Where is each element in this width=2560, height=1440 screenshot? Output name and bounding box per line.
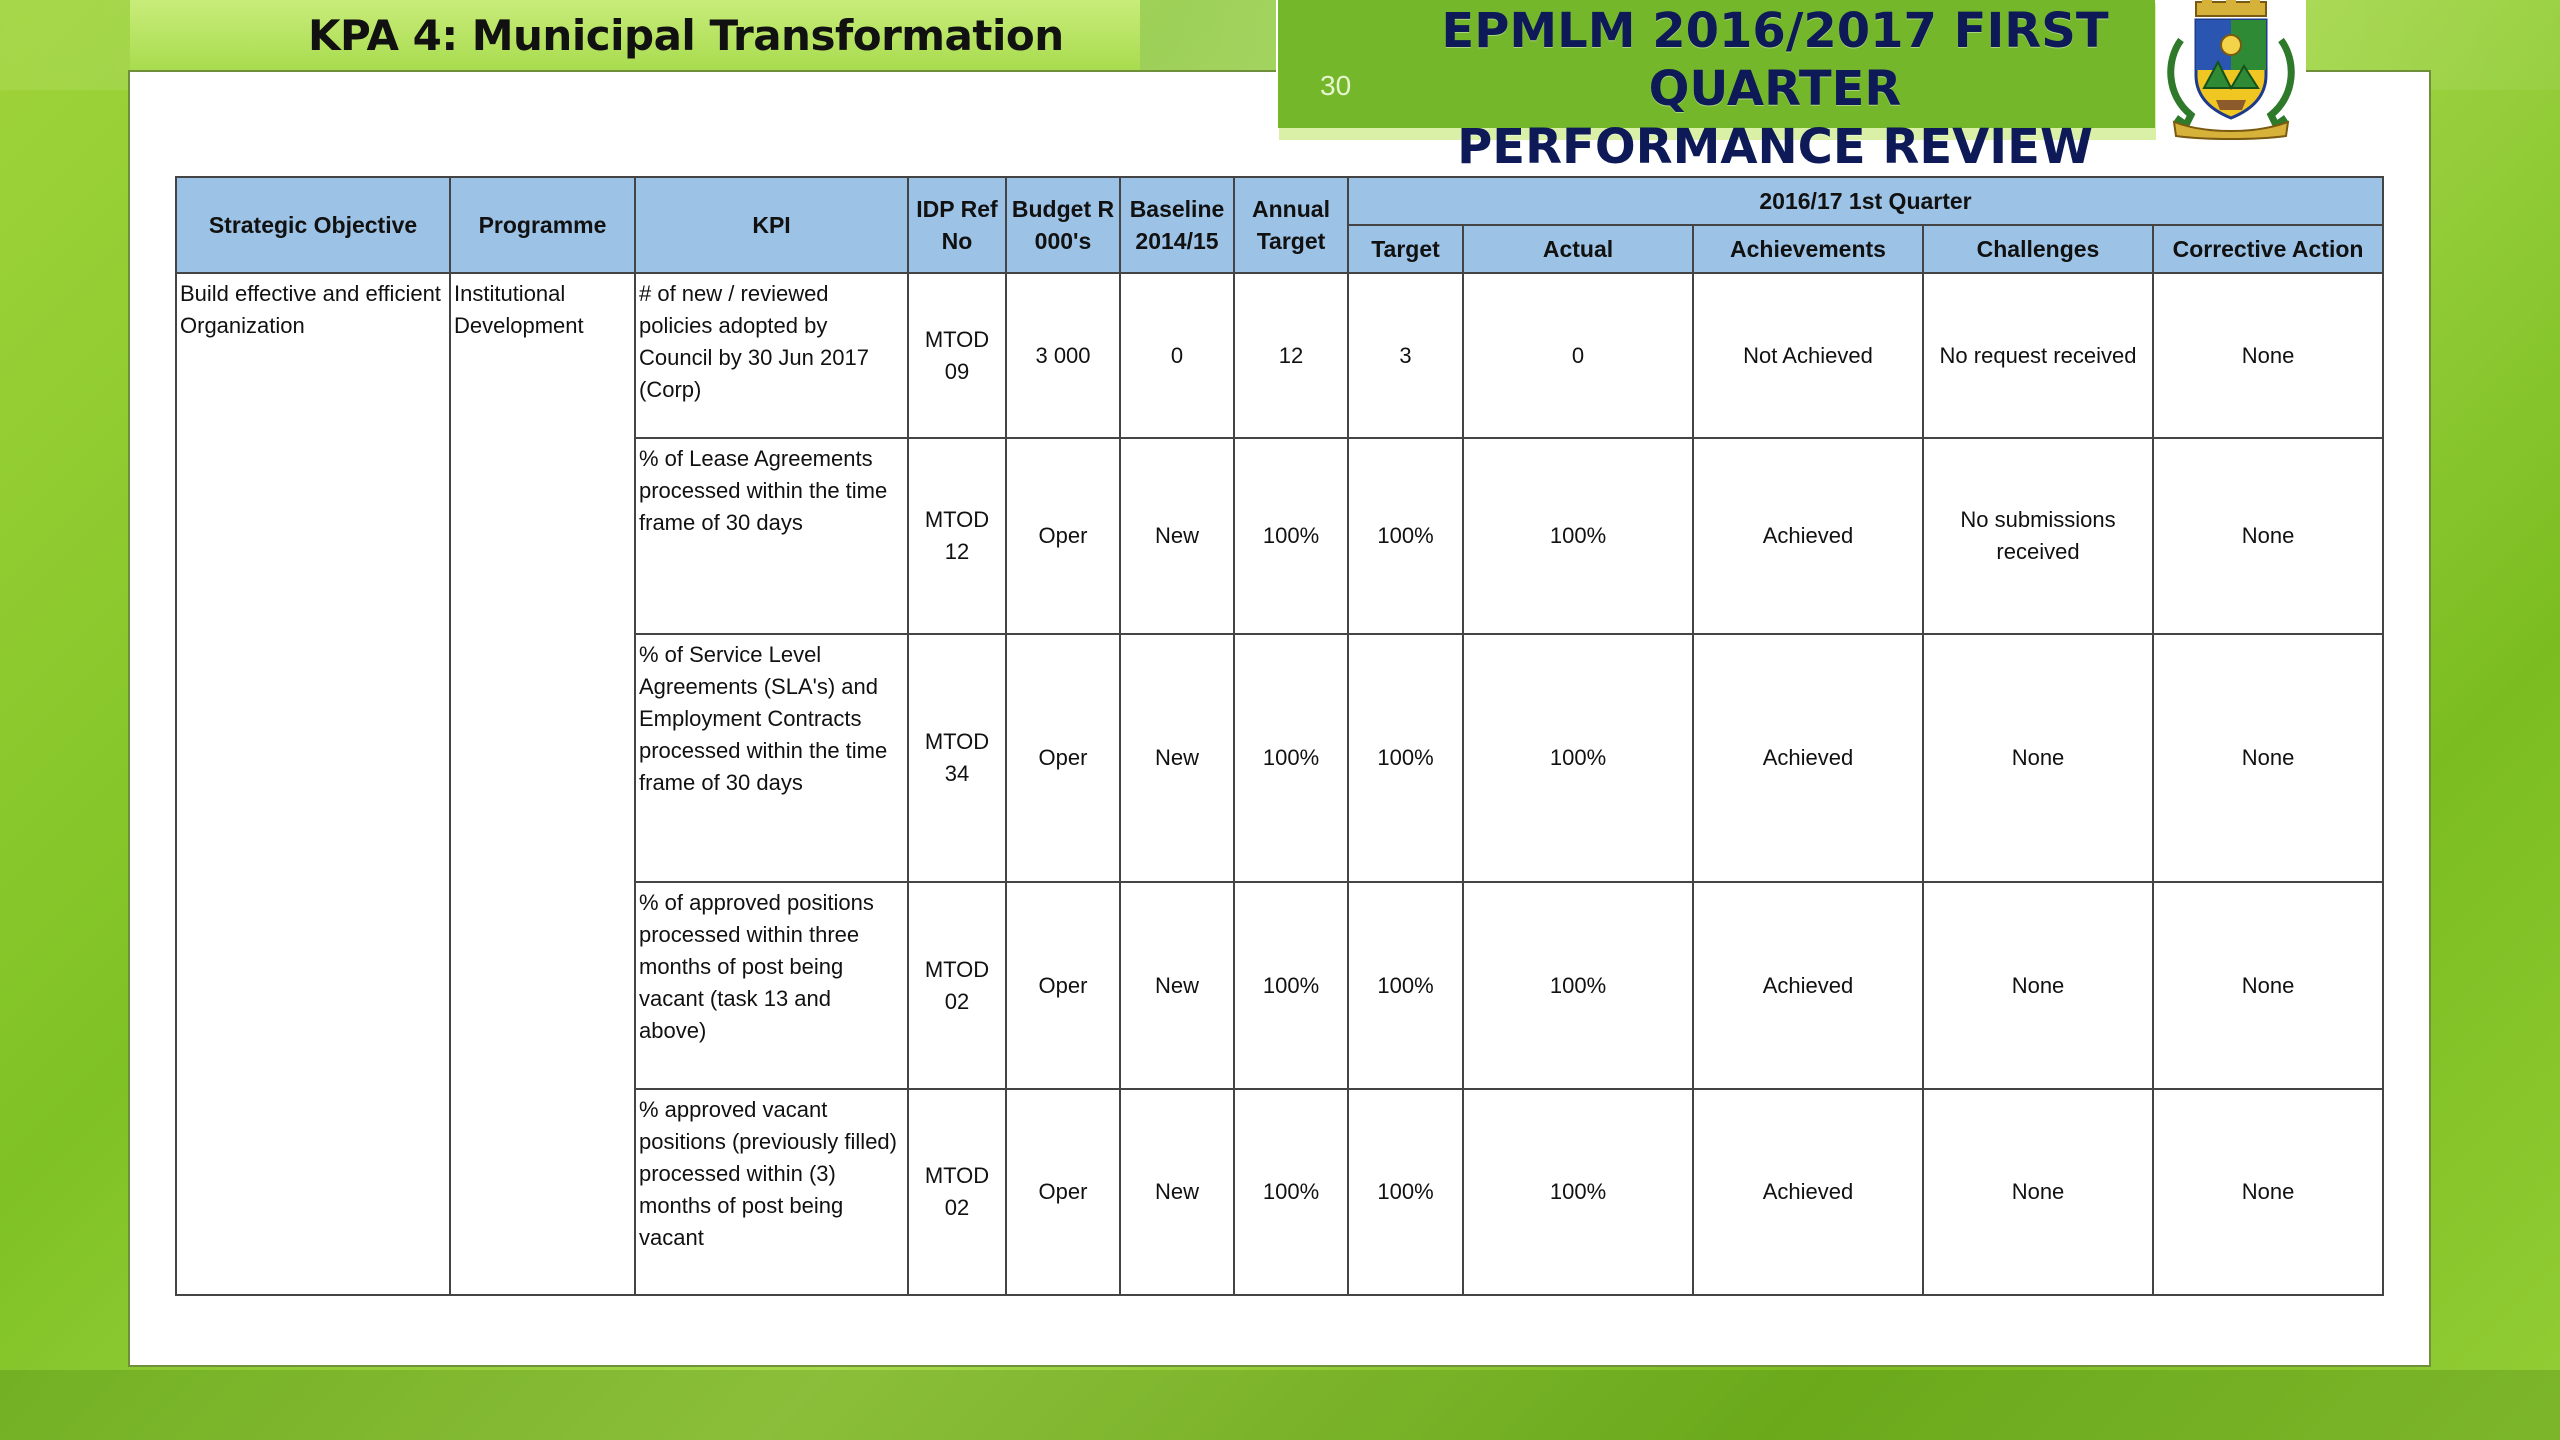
idp-ref-cell: MTOD 09 — [907, 272, 1007, 439]
target-cell: 3 — [1347, 272, 1464, 439]
header-strategic-objective: Strategic Objective — [175, 176, 451, 274]
actual-cell: 100% — [1462, 1088, 1694, 1296]
target-cell: 100% — [1347, 881, 1464, 1090]
header-idp-ref: IDP Ref No — [907, 176, 1007, 274]
achievements-cell: Achieved — [1692, 1088, 1924, 1296]
table-row: % of Lease Agreements processed within t… — [176, 437, 2385, 635]
performance-table: Strategic Objective Programme KPI IDP Re… — [175, 176, 2385, 1296]
header-achievements: Achievements — [1692, 224, 1924, 274]
municipal-coat-of-arms-icon — [2167, 0, 2295, 140]
annual-target-cell: 100% — [1233, 437, 1349, 635]
kpi-cell: % of approved positions processed within… — [634, 881, 909, 1090]
logo — [2156, 0, 2306, 140]
actual-cell: 0 — [1462, 272, 1694, 439]
actual-cell: 100% — [1462, 881, 1694, 1090]
title-banner — [1278, 0, 2155, 128]
baseline-cell: New — [1119, 633, 1235, 883]
header-challenges: Challenges — [1922, 224, 2154, 274]
actual-cell: 100% — [1462, 437, 1694, 635]
kpi-cell: % approved vacant positions (previously … — [634, 1088, 909, 1296]
budget-cell: Oper — [1005, 881, 1121, 1090]
review-title-line-1: EPMLM 2016/2017 FIRST QUARTER — [1441, 3, 2109, 117]
table-row: % approved vacant positions (previously … — [176, 1088, 2385, 1296]
annual-target-cell: 12 — [1233, 272, 1349, 439]
idp-ref-cell: MTOD 12 — [907, 437, 1007, 635]
header-corrective-action: Corrective Action — [2151, 224, 2385, 274]
challenges-cell: No submissions received — [1922, 437, 2154, 635]
achievements-cell: Not Achieved — [1692, 272, 1924, 439]
background-shadow-band — [0, 1370, 2560, 1440]
strategic-objective-cell: Build effective and efficient Organizati… — [175, 272, 451, 1296]
achievements-cell: Achieved — [1692, 633, 1924, 883]
corrective-action-cell: None — [2151, 633, 2385, 883]
idp-ref-cell: MTOD 02 — [907, 881, 1007, 1090]
budget-cell: Oper — [1005, 633, 1121, 883]
budget-cell: 3 000 — [1005, 272, 1121, 439]
table-row: Build effective and efficient Organizati… — [175, 272, 2385, 1296]
header-annual-target: Annual Target — [1233, 176, 1349, 274]
challenges-cell: None — [1922, 881, 2154, 1090]
challenges-cell: No request received — [1922, 272, 2154, 439]
header-actual: Actual — [1462, 224, 1694, 274]
target-cell: 100% — [1347, 633, 1464, 883]
baseline-cell: New — [1119, 437, 1235, 635]
table-row: % of approved positions processed within… — [176, 881, 2385, 1090]
idp-ref-cell: MTOD 34 — [907, 633, 1007, 883]
baseline-cell: 0 — [1119, 272, 1235, 439]
baseline-cell: New — [1119, 1088, 1235, 1296]
budget-cell: Oper — [1005, 1088, 1121, 1296]
slide-number: 30 — [1320, 70, 1352, 101]
corrective-action-cell: None — [2151, 1088, 2385, 1296]
kpi-cell: % of Lease Agreements processed within t… — [634, 437, 909, 635]
review-title-line-2: PERFORMANCE REVIEW — [1457, 119, 2093, 175]
baseline-cell: New — [1119, 881, 1235, 1090]
actual-cell: 100% — [1462, 633, 1694, 883]
budget-cell: Oper — [1005, 437, 1121, 635]
corrective-action-cell: None — [2151, 881, 2385, 1090]
header-budget: Budget R 000's — [1005, 176, 1121, 274]
header-kpi: KPI — [634, 176, 909, 274]
table-row: % of Service Level Agreements (SLA's) an… — [176, 633, 2385, 883]
header-target: Target — [1347, 224, 1464, 274]
challenges-cell: None — [1922, 633, 2154, 883]
annual-target-cell: 100% — [1233, 1088, 1349, 1296]
programme-cell: Institutional Development — [449, 272, 636, 1296]
review-title: EPMLM 2016/2017 FIRST QUARTER PERFORMANC… — [1345, 2, 2205, 176]
idp-ref-cell: MTOD 02 — [907, 1088, 1007, 1296]
corrective-action-cell: None — [2151, 272, 2385, 439]
achievements-cell: Achieved — [1692, 881, 1924, 1090]
achievements-cell: Achieved — [1692, 437, 1924, 635]
kpa-banner: KPA 4: Municipal Transformation — [130, 0, 1140, 73]
challenges-cell: None — [1922, 1088, 2154, 1296]
annual-target-cell: 100% — [1233, 881, 1349, 1090]
kpa-title: KPA 4: Municipal Transformation — [308, 10, 1064, 60]
corrective-action-cell: None — [2151, 437, 2385, 635]
header-quarter-group: 2016/17 1st Quarter — [1346, 176, 2385, 226]
target-cell: 100% — [1347, 1088, 1464, 1296]
header-baseline: Baseline 2014/15 — [1119, 176, 1235, 274]
target-cell: 100% — [1347, 437, 1464, 635]
kpi-cell: % of Service Level Agreements (SLA's) an… — [634, 633, 909, 883]
header-programme: Programme — [449, 176, 636, 274]
kpi-cell: # of new / reviewed policies adopted by … — [634, 272, 909, 439]
annual-target-cell: 100% — [1233, 633, 1349, 883]
